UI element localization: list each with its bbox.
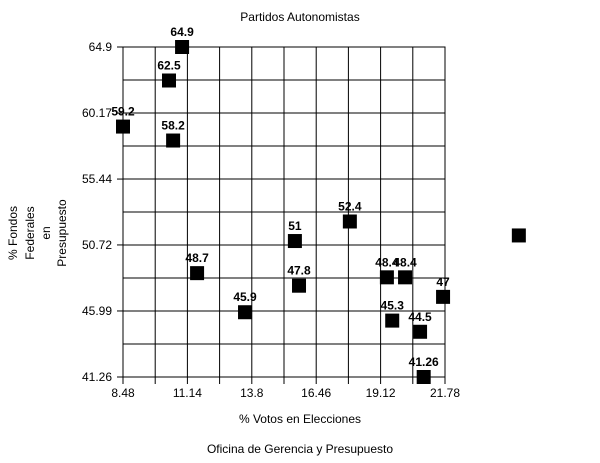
data-point-label: 52.4: [338, 199, 362, 213]
data-point-label: 47: [436, 275, 450, 289]
data-point-label: 48.4: [393, 255, 417, 269]
data-point-marker: [511, 228, 526, 243]
data-point-label: 48.4: [375, 255, 399, 269]
data-point-marker: [342, 214, 357, 229]
y-tick-label: 64.9: [89, 40, 113, 54]
x-tick-label: 19.12: [366, 386, 396, 400]
data-point-label: 41.26: [409, 355, 439, 369]
x-tick-label: 16.46: [301, 386, 331, 400]
y-tick-label: 50.72: [82, 238, 112, 252]
y-tick-label: 55.44: [82, 172, 112, 186]
x-tick-label: 13.8: [240, 386, 264, 400]
data-point-marker: [416, 370, 431, 384]
data-point-marker: [287, 234, 302, 249]
x-tick-label: 21.78: [430, 386, 460, 400]
data-point-label: 47.8: [287, 264, 311, 278]
data-point-marker: [385, 313, 400, 328]
y-tick-label: 41.26: [82, 370, 112, 384]
x-tick-label: 8.48: [111, 386, 135, 400]
x-tick-label: 11.14: [173, 386, 202, 400]
plot-border: [122, 46, 446, 378]
data-point-label: 48.7: [185, 251, 209, 265]
data-point-label: 45.3: [381, 299, 405, 313]
data-point-label: 51: [288, 219, 302, 233]
data-point-marker: [190, 266, 205, 281]
data-point-label: 45.9: [233, 290, 257, 304]
data-point-label: 64.9: [170, 25, 194, 39]
data-point-marker: [238, 305, 253, 320]
y-tick-label: 60.17: [82, 106, 112, 120]
data-point-marker: [436, 289, 451, 304]
data-point-label: 59.2: [111, 105, 135, 119]
chart-footer: Oficina de Gerencia y Presupuesto: [206, 442, 394, 456]
data-point-marker: [162, 73, 176, 88]
y-tick-label: 45.99: [82, 304, 112, 318]
chart-title: Partidos Autonomistas: [240, 10, 360, 24]
data-point-marker: [292, 278, 307, 293]
data-point-label: 44.5: [408, 310, 432, 324]
data-point-marker: [175, 40, 190, 54]
x-axis-title: % Votos en Elecciones: [238, 412, 362, 426]
data-point-marker: [413, 324, 428, 339]
data-point-marker: [166, 133, 181, 148]
data-point-label: 62.5: [157, 59, 181, 73]
data-point-marker: [398, 270, 413, 285]
data-point-label: 58.2: [161, 119, 185, 133]
data-point-marker: [379, 270, 394, 285]
data-point-marker: [116, 119, 130, 134]
